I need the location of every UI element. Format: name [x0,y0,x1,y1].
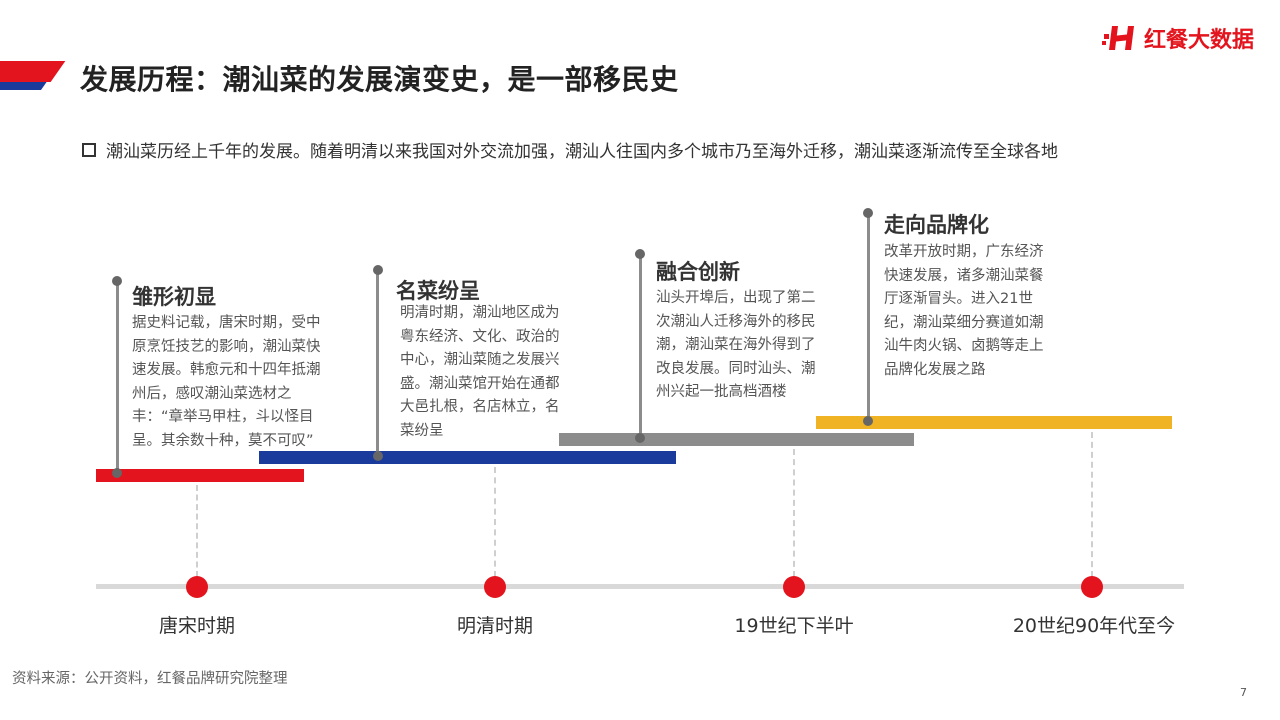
stage-4-bottom-dot [863,416,873,426]
stage-2-title: 名菜纷呈 [396,279,480,303]
stage-1-title: 雏形初显 [132,285,216,309]
stage-3-connector [639,254,642,438]
stage-1-desc: 据史料记载，唐宋时期，受中原烹饪技艺的影响，潮汕菜快速发展。韩愈元和十四年抵潮州… [132,315,321,449]
era-2-label: 明清时期 [456,615,534,637]
era-4-dashed-line [1091,432,1093,577]
stage-3-top-dot [635,249,645,259]
stage-3-title: 融合创新 [656,260,740,284]
era-4-label: 20世纪90年代至今 [1012,615,1176,637]
timeline-axis [96,584,1184,589]
stage-4-top-dot [863,208,873,218]
era-4-marker [1081,576,1103,598]
stage-bar-tangsong [96,469,304,482]
stage-1-top-dot [112,276,122,286]
era-3-dashed-line [793,449,795,577]
stage-bar-modern [816,416,1172,429]
stage-1-connector [116,281,119,473]
logo-h-icon [1101,26,1134,50]
stage-3-desc: 汕头开埠后，出现了第二次潮汕人迁移海外的移民潮，潮汕菜在海外得到了改良发展。同时… [656,290,816,400]
stage-1-bottom-dot [112,468,122,478]
stage-4-connector [867,213,870,421]
stage-2-connector [376,270,379,456]
logo-text: 红餐大数据 [1143,28,1254,53]
brand-logo: 红餐大数据 [1101,22,1254,54]
stage-3-bottom-dot [635,433,645,443]
stage-2-bottom-dot [373,451,383,461]
title-stripe-red [0,61,66,82]
era-1-dashed-line [196,485,198,577]
era-2-dashed-line [494,467,496,577]
summary-text: 潮汕菜历经上千年的发展。随着明清以来我国对外交流加强，潮汕人往国内多个城市乃至海… [106,142,1058,162]
era-3-marker [783,576,805,598]
era-3-label: 19世纪下半叶 [734,615,854,637]
source-note: 资料来源：公开资料，红餐品牌研究院整理 [12,671,288,687]
stage-4-desc: 改革开放时期，广东经济快速发展，诸多潮汕菜餐厅逐渐冒头。进入21世纪，潮汕菜细分… [884,244,1044,378]
page-number: 7 [1240,686,1247,699]
square-bullet-icon [82,142,96,157]
stage-bar-19th-century [559,433,914,446]
page-title: 发展历程：潮汕菜的发展演变史，是一部移民史 [80,63,679,96]
stage-bar-mingqing [259,451,676,464]
stage-2-desc: 明清时期，潮汕地区成为粤东经济、文化、政治的中心，潮汕菜随之发展兴盛。潮汕菜馆开… [400,305,560,439]
stage-4-title: 走向品牌化 [884,213,989,237]
summary-line: 潮汕菜历经上千年的发展。随着明清以来我国对外交流加强，潮汕人往国内多个城市乃至海… [82,137,1058,162]
stage-2-top-dot [373,265,383,275]
era-1-label: 唐宋时期 [158,615,236,637]
era-2-marker [484,576,506,598]
era-1-marker [186,576,208,598]
